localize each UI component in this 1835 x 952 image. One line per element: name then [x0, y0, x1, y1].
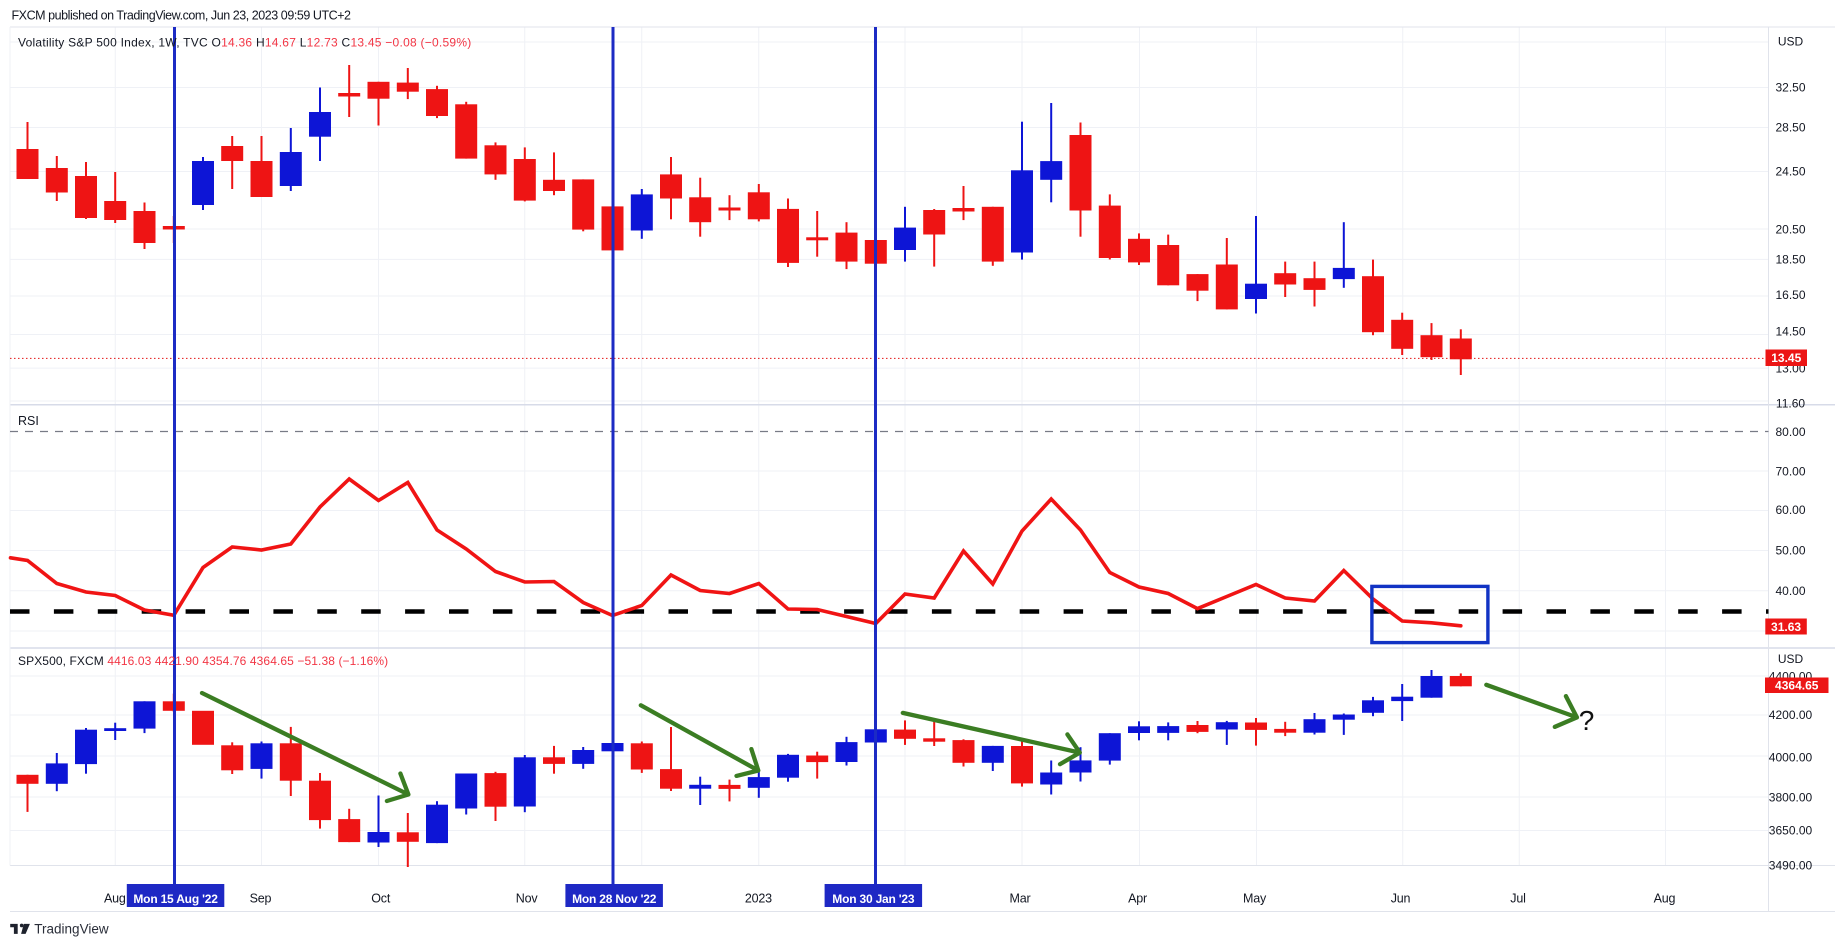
svg-text:Nov: Nov — [516, 892, 539, 906]
svg-text:40.00: 40.00 — [1775, 584, 1805, 598]
svg-text:Aug: Aug — [1654, 892, 1676, 906]
svg-text:Mar: Mar — [1010, 892, 1031, 906]
svg-text:50.00: 50.00 — [1775, 543, 1805, 557]
svg-text:Mon 15 Aug '22: Mon 15 Aug '22 — [133, 892, 218, 906]
svg-text:4364.65: 4364.65 — [1775, 679, 1819, 693]
svg-text:70.00: 70.00 — [1775, 464, 1805, 478]
svg-text:3490.00: 3490.00 — [1769, 858, 1813, 872]
svg-text:24.50: 24.50 — [1775, 165, 1805, 179]
svg-text:31.63: 31.63 — [1771, 620, 1801, 634]
svg-text:2023: 2023 — [745, 892, 772, 906]
svg-text:4200.00: 4200.00 — [1769, 708, 1813, 722]
svg-text:4000.00: 4000.00 — [1769, 750, 1813, 764]
svg-text:Jun: Jun — [1391, 892, 1411, 906]
svg-text:16.50: 16.50 — [1775, 288, 1805, 302]
svg-text:13.45: 13.45 — [1771, 351, 1801, 365]
svg-text:Apr: Apr — [1128, 892, 1147, 906]
svg-text:Mon 28 Nov '22: Mon 28 Nov '22 — [572, 892, 657, 906]
svg-text:18.50: 18.50 — [1775, 253, 1805, 267]
svg-text:USD: USD — [1778, 652, 1804, 666]
svg-text:USD: USD — [1778, 35, 1804, 49]
svg-text:3800.00: 3800.00 — [1769, 791, 1813, 805]
svg-text:20.50: 20.50 — [1775, 222, 1805, 236]
svg-text:FXCM published on TradingView.: FXCM published on TradingView.com, Jun 2… — [12, 9, 352, 23]
svg-text:3650.00: 3650.00 — [1769, 824, 1813, 838]
svg-text:Sep: Sep — [250, 892, 272, 906]
svg-text:32.50: 32.50 — [1775, 80, 1805, 94]
svg-text:Oct: Oct — [371, 892, 391, 906]
svg-text:28.50: 28.50 — [1775, 121, 1805, 135]
svg-text:Mon 30 Jan '23: Mon 30 Jan '23 — [832, 892, 915, 906]
svg-text:May: May — [1243, 892, 1267, 906]
svg-text:80.00: 80.00 — [1775, 425, 1805, 439]
svg-text:Jul: Jul — [1510, 892, 1525, 906]
svg-text:60.00: 60.00 — [1775, 503, 1805, 517]
svg-text:Volatility S&P 500 Index, 1W,: Volatility S&P 500 Index, 1W, TVC O14.36… — [18, 36, 472, 50]
svg-text:11.60: 11.60 — [1776, 397, 1805, 411]
svg-text:SPX500, FXCM 4416.03 4421.90: SPX500, FXCM 4416.03 4421.90 4354.76 436… — [18, 654, 388, 668]
svg-text:TradingView: TradingView — [34, 921, 109, 936]
svg-text:?: ? — [1579, 705, 1595, 736]
svg-text:14.50: 14.50 — [1775, 324, 1805, 338]
svg-text:Aug: Aug — [104, 892, 126, 906]
svg-text:RSI: RSI — [18, 414, 39, 428]
